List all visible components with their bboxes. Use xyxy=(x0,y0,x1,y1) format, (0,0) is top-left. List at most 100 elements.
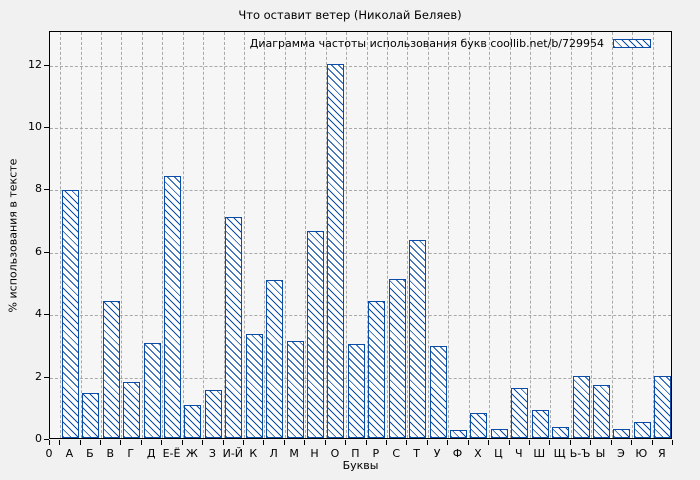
y-gridline xyxy=(50,128,671,130)
x-gridline xyxy=(427,32,429,438)
x-tick-mark xyxy=(406,440,408,445)
x-gridline xyxy=(101,32,103,438)
x-tick-label: Ш xyxy=(533,447,546,460)
x-tick-label: Ж xyxy=(186,447,198,460)
y-tick-label: 6 xyxy=(35,244,42,258)
x-tick-label: Ц xyxy=(494,447,503,460)
x-tick-label: 0 xyxy=(45,447,53,460)
x-gridline xyxy=(591,32,593,438)
x-gridline xyxy=(284,32,286,438)
bar xyxy=(307,231,325,438)
legend-label: Диаграмма частоты использования букв coo… xyxy=(249,37,604,50)
x-gridline xyxy=(468,32,470,438)
x-gridline xyxy=(80,32,82,438)
y-tick-label: 8 xyxy=(35,182,42,196)
x-tick-label: К xyxy=(249,447,258,460)
x-tick-label: Е-Ё xyxy=(162,447,181,460)
x-tick-mark xyxy=(161,440,163,445)
x-gridline xyxy=(182,32,184,438)
x-tick-mark xyxy=(386,440,388,445)
x-gridline xyxy=(366,32,368,438)
bar xyxy=(102,301,120,438)
plot-area: Диаграмма частоты использования букв coo… xyxy=(49,31,672,439)
x-gridline xyxy=(489,32,491,438)
x-tick-mark xyxy=(324,440,326,445)
bar xyxy=(654,376,672,438)
bar xyxy=(613,429,631,438)
x-tick-mark xyxy=(263,440,265,445)
x-tick-mark xyxy=(549,440,551,445)
x-tick-label: Я xyxy=(657,447,666,460)
x-tick-mark xyxy=(283,440,285,445)
x-gridline xyxy=(448,32,450,438)
x-gridline xyxy=(223,32,225,438)
x-tick-mark xyxy=(447,440,449,445)
x-tick-label: Х xyxy=(474,447,482,460)
x-tick-mark xyxy=(590,440,592,445)
bar xyxy=(429,346,447,438)
y-gridline xyxy=(50,190,671,192)
bar xyxy=(388,279,406,438)
bar xyxy=(572,376,590,438)
x-gridline xyxy=(407,32,409,438)
x-gridline xyxy=(121,32,123,438)
x-tick-label: Б xyxy=(86,447,94,460)
x-tick-mark xyxy=(365,440,367,445)
x-tick-label: Л xyxy=(269,447,278,460)
x-tick-mark xyxy=(59,440,61,445)
y-tick-label: 12 xyxy=(28,57,42,71)
bar xyxy=(531,410,549,438)
bar xyxy=(61,190,79,438)
legend: Диаграмма частоты использования букв coo… xyxy=(250,37,651,50)
x-tick-label: Т xyxy=(413,447,421,460)
x-gridline xyxy=(611,32,613,438)
bar xyxy=(245,334,263,438)
bar xyxy=(368,301,386,438)
x-tick-mark xyxy=(49,440,50,445)
bar xyxy=(490,429,508,438)
bar xyxy=(266,280,284,438)
x-gridline xyxy=(509,32,511,438)
bar xyxy=(143,343,161,438)
x-tick-mark xyxy=(120,440,122,445)
x-tick-mark xyxy=(651,440,653,445)
bar xyxy=(470,413,488,438)
y-gridline xyxy=(50,65,671,67)
bar xyxy=(204,390,222,438)
y-tick-label: 2 xyxy=(35,369,42,383)
x-tick-mark xyxy=(79,440,81,445)
chart-title: Что оставит ветер (Николай Беляев) xyxy=(238,8,462,22)
x-tick-mark xyxy=(304,440,306,445)
x-gridline xyxy=(162,32,164,438)
x-gridline xyxy=(141,32,143,438)
x-gridline xyxy=(60,32,62,438)
legend-hatch-swatch-icon xyxy=(613,39,651,48)
x-gridline xyxy=(632,32,634,438)
x-tick-mark xyxy=(569,440,571,445)
y-tick-mark xyxy=(44,127,49,129)
x-tick-label: Щ xyxy=(553,447,566,460)
bar xyxy=(184,405,202,438)
x-tick-label: Ч xyxy=(515,447,523,460)
x-tick-label: Ы xyxy=(595,447,606,460)
x-tick-mark xyxy=(488,440,490,445)
y-tick-mark xyxy=(44,314,49,316)
x-gridline xyxy=(203,32,205,438)
bar xyxy=(164,176,182,438)
bar xyxy=(225,217,243,438)
x-tick-mark xyxy=(181,440,183,445)
x-gridline xyxy=(346,32,348,438)
x-gridline xyxy=(325,32,327,438)
x-tick-label: С xyxy=(392,447,401,460)
bar xyxy=(450,430,468,438)
x-tick-mark xyxy=(631,440,633,445)
y-tick-mark xyxy=(44,439,49,440)
x-tick-mark xyxy=(243,440,245,445)
x-tick-mark xyxy=(672,440,673,445)
x-tick-label: Р xyxy=(372,447,380,460)
x-gridline xyxy=(305,32,307,438)
x-tick-label: Ь-Ъ xyxy=(569,447,591,460)
x-tick-mark xyxy=(345,440,347,445)
x-tick-label: Ю xyxy=(635,447,648,460)
